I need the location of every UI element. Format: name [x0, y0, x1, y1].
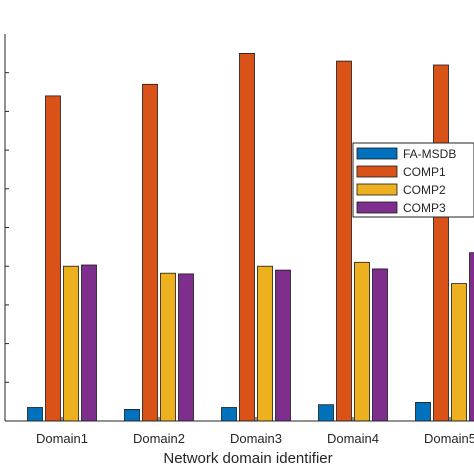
bar-comp1-domain1	[45, 95, 61, 421]
bar-comp2-domain1	[63, 265, 79, 421]
bar-comp3-domain2	[178, 273, 194, 421]
x-tick-label-domain3: Domain3	[230, 431, 282, 446]
legend-label-comp2: COMP2	[403, 183, 446, 197]
bar-comp2-domain3	[257, 265, 273, 421]
bar-fa-msdb-domain5	[415, 401, 431, 421]
bar-comp3-domain5	[469, 252, 474, 421]
bar-fa-msdb-domain4	[318, 404, 334, 421]
bar-comp3-domain1	[81, 264, 97, 421]
bar-comp3-domain4	[372, 268, 388, 421]
x-tick-label-domain1: Domain1	[36, 431, 88, 446]
bar-comp1-domain2	[142, 83, 158, 421]
bar-fa-msdb-domain2	[124, 408, 140, 421]
x-tick-label-domain4: Domain4	[327, 431, 379, 446]
x-tick-label-domain5: Domain5	[424, 431, 474, 446]
legend-label-comp3: COMP3	[403, 201, 446, 215]
x-tick-label-domain2: Domain2	[133, 431, 185, 446]
x-axis-label: Network domain identifier	[163, 450, 332, 467]
legend-label-comp1: COMP1	[403, 165, 446, 179]
axes	[4, 34, 474, 422]
bar-comp1-domain3	[239, 53, 255, 421]
bar-fa-msdb-domain1	[27, 407, 43, 421]
bar-comp3-domain3	[275, 269, 291, 421]
legend-swatch-fa-msdb	[356, 147, 398, 160]
bar-comp2-domain5	[451, 283, 467, 421]
legend-swatch-comp1	[356, 165, 398, 178]
bar-comp1-domain5	[433, 64, 449, 421]
bar-comp2-domain2	[160, 272, 176, 421]
bar-fa-msdb-domain3	[221, 407, 237, 421]
x-tick-labels: Domain1 Domain2 Domain3 Domain4 Domain5	[36, 431, 474, 446]
legend: FA-MSDB COMP1 COMP2 COMP3	[352, 142, 474, 218]
bar-comp2-domain4	[354, 261, 370, 421]
legend-swatch-comp3	[356, 201, 398, 214]
legend-swatch-comp2	[356, 183, 398, 196]
legend-label-fa-msdb: FA-MSDB	[403, 147, 456, 161]
bar-group	[27, 53, 474, 421]
bar-comp1-domain4	[336, 60, 352, 421]
